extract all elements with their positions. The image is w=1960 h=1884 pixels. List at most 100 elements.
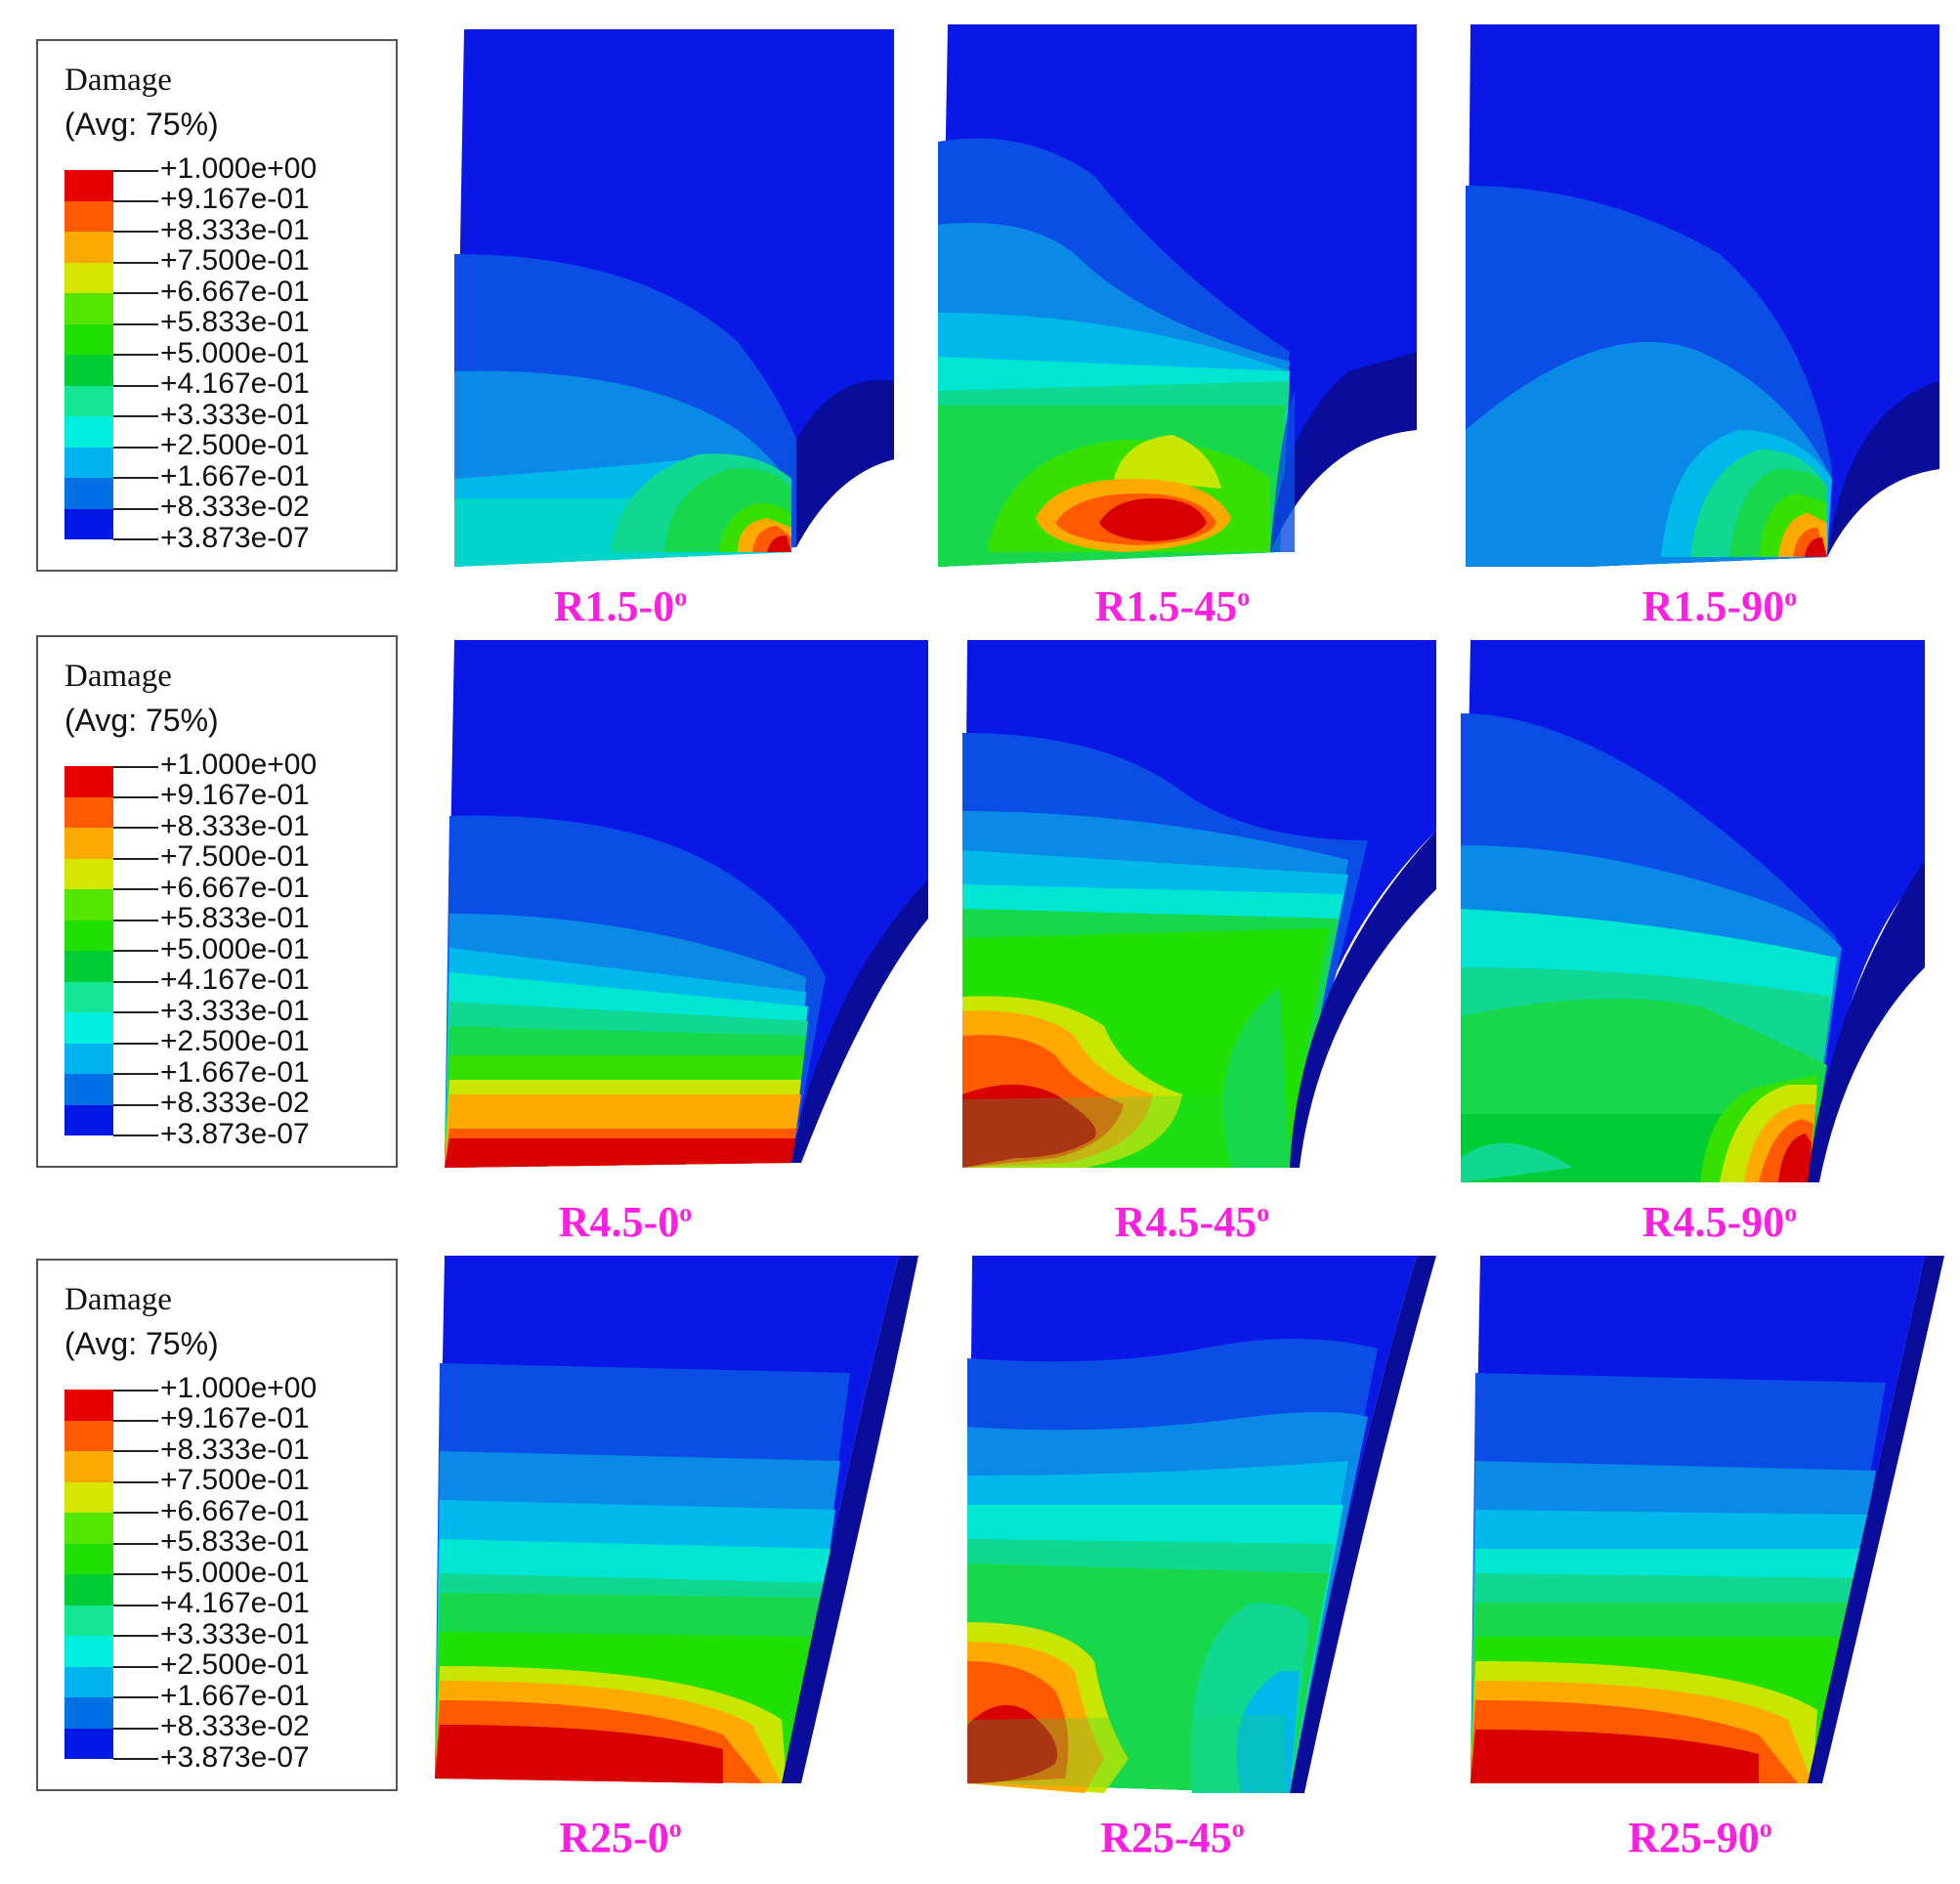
legend-title: Damage	[64, 659, 172, 694]
tick	[113, 1635, 158, 1637]
legend-label: +1.667e-01	[160, 1056, 310, 1089]
tick	[113, 385, 158, 387]
legend-label: +1.000e+00	[160, 749, 318, 781]
swatch-8	[64, 1605, 113, 1636]
swatch-9	[64, 416, 113, 448]
swatch-3	[64, 828, 113, 859]
tick	[113, 354, 158, 356]
legend-label: +5.000e-01	[160, 337, 310, 369]
legend-label: +1.000e+00	[160, 152, 318, 185]
caption-text: R4.5-0	[558, 1198, 680, 1246]
tick	[113, 1450, 158, 1452]
swatch-4	[64, 858, 113, 889]
tick	[113, 1543, 158, 1545]
swatch-1	[64, 1390, 113, 1421]
legend-label: +8.333e-01	[160, 1434, 310, 1466]
caption-R4.5-0: R4.5-0o	[430, 1197, 821, 1247]
swatch-5	[64, 889, 113, 921]
legend-label: +5.833e-01	[160, 1525, 310, 1558]
damage-legend-1: Damage (Avg: 75%) +1.000e+00 +9.167e-01 …	[36, 39, 398, 572]
swatch-3	[64, 1451, 113, 1482]
caption-text: R1.5-0	[553, 582, 675, 630]
tick	[113, 1011, 158, 1013]
swatch-1	[64, 766, 113, 797]
swatch-2	[64, 200, 113, 232]
contour-panel-R1.5-90	[1466, 24, 1939, 567]
legend-label: +1.000e+00	[160, 1372, 318, 1404]
legend-label: +6.667e-01	[160, 276, 310, 308]
caption-R1.5-45: R1.5-45o	[977, 581, 1368, 631]
tick	[113, 950, 158, 952]
swatch-8	[64, 385, 113, 416]
caption-R4.5-45: R4.5-45o	[997, 1197, 1387, 1247]
contour-panel-R1.5-0	[454, 29, 894, 567]
tick	[113, 766, 158, 768]
degree-sup: o	[1759, 1814, 1772, 1843]
degree-sup: o	[1237, 582, 1251, 612]
tick	[113, 981, 158, 983]
swatch-3	[64, 232, 113, 263]
swatch-11	[64, 478, 113, 509]
swatch-10	[64, 1666, 113, 1697]
legend-label: +8.333e-01	[160, 214, 310, 246]
tick	[113, 1728, 158, 1730]
tick	[113, 1420, 158, 1422]
legend-label: +3.873e-07	[160, 1741, 310, 1774]
degree-sup: o	[679, 1198, 693, 1227]
degree-sup: o	[1784, 1198, 1798, 1227]
swatch-7	[64, 951, 113, 982]
tick	[113, 508, 158, 510]
legend-label: +3.873e-07	[160, 1118, 310, 1150]
tick	[113, 477, 158, 479]
degree-sup: o	[668, 1814, 682, 1843]
swatch-5	[64, 1513, 113, 1544]
tick	[113, 1104, 158, 1106]
contour-panel-R4.5-45	[962, 640, 1436, 1168]
legend-label: +3.873e-07	[160, 522, 310, 554]
tick	[113, 1073, 158, 1075]
contour-panel-R4.5-0	[445, 640, 928, 1168]
swatch-4	[64, 262, 113, 293]
tick	[113, 262, 158, 264]
caption-R25-90: R25-90o	[1505, 1813, 1896, 1863]
damage-legend-2: Damage (Avg: 75%) +1.000e+00 +9.167e-01 …	[36, 635, 398, 1168]
tick	[113, 1512, 158, 1514]
legend-label: +3.333e-01	[160, 995, 310, 1027]
tick	[113, 796, 158, 798]
legend-label: +6.667e-01	[160, 1495, 310, 1527]
legend-label: +2.500e-01	[160, 429, 310, 461]
tick	[113, 1135, 158, 1136]
swatch-10	[64, 447, 113, 478]
tick	[113, 538, 158, 540]
tick	[113, 1481, 158, 1483]
legend-label: +1.667e-01	[160, 1680, 310, 1712]
legend-label: +5.833e-01	[160, 306, 310, 338]
swatch-11	[64, 1697, 113, 1729]
tick	[113, 200, 158, 202]
degree-sup: o	[674, 582, 688, 612]
tick	[113, 447, 158, 449]
swatch-7	[64, 355, 113, 386]
swatch-5	[64, 293, 113, 324]
degree-sup: o	[1231, 1814, 1245, 1843]
legend-label: +9.167e-01	[160, 779, 310, 811]
tick	[113, 415, 158, 417]
legend-label: +9.167e-01	[160, 183, 310, 215]
damage-legend-3: Damage (Avg: 75%) +1.000e+00 +9.167e-01 …	[36, 1259, 398, 1791]
swatch-12	[64, 1104, 113, 1135]
tick	[113, 292, 158, 294]
swatch-6	[64, 1543, 113, 1574]
caption-text: R4.5-90	[1641, 1198, 1785, 1246]
swatch-12	[64, 508, 113, 539]
legend-label: +6.667e-01	[160, 872, 310, 904]
caption-text: R25-0	[559, 1814, 669, 1862]
legend-avg: (Avg: 75%)	[64, 107, 219, 142]
legend-label: +3.333e-01	[160, 1618, 310, 1650]
legend-title: Damage	[64, 63, 172, 98]
legend-label: +3.333e-01	[160, 399, 310, 431]
legend-label: +4.167e-01	[160, 367, 310, 400]
legend-label: +5.000e-01	[160, 933, 310, 965]
swatch-8	[64, 981, 113, 1012]
contour-panel-R25-0	[435, 1256, 918, 1783]
tick	[113, 1696, 158, 1698]
